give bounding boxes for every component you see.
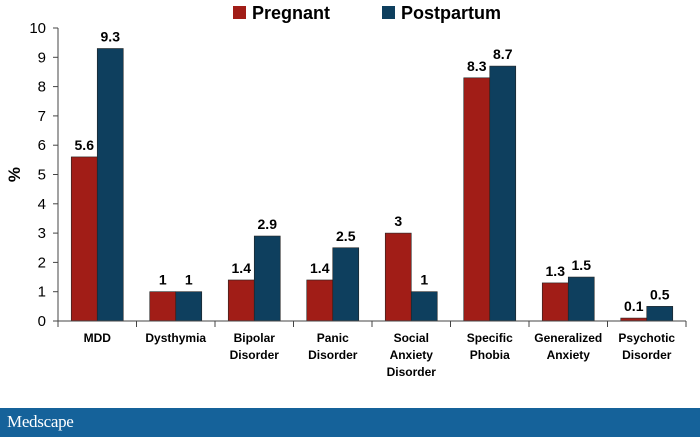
data-label-pregnant: 1 <box>159 272 167 288</box>
bar-postpartum <box>253 235 281 322</box>
data-label-pregnant: 3 <box>394 213 402 229</box>
bar-postpartum <box>410 291 438 322</box>
x-category-label: Psychotic <box>618 331 675 345</box>
y-tick-label: 1 <box>38 284 46 301</box>
bar-pregnant <box>384 232 412 322</box>
bar-postpartum <box>567 276 595 322</box>
x-category-label: Anxiety <box>547 348 591 362</box>
data-label-pregnant: 1.4 <box>310 260 330 276</box>
x-category-label: Bipolar <box>234 331 276 345</box>
data-label-postpartum: 0.5 <box>650 286 670 302</box>
y-tick-label: 9 <box>38 49 46 66</box>
data-label-pregnant: 1.3 <box>546 263 566 279</box>
x-category-label: Specific <box>467 331 513 345</box>
data-label-postpartum: 2.9 <box>258 216 278 232</box>
x-category-label: MDD <box>84 331 112 345</box>
legend-label-postpartum: Postpartum <box>401 3 501 23</box>
data-label-postpartum: 1 <box>185 272 193 288</box>
data-label-pregnant: 1.4 <box>232 260 252 276</box>
data-label-pregnant: 5.6 <box>75 137 95 153</box>
footer-bar: Medscape <box>0 408 700 437</box>
x-category-label: Disorder <box>230 348 280 362</box>
y-tick-label: 5 <box>38 167 46 184</box>
y-tick-label: 0 <box>38 313 46 330</box>
data-label-postpartum: 2.5 <box>336 228 356 244</box>
bar-chart: 0 1 2 3 4 5 6 7 8 9 10% 5.6 9.3 1 1 1.4 2.9 1.4 2.5 3 1 8.3 8.… <box>5 3 687 379</box>
y-tick-label: 10 <box>29 20 46 37</box>
y-tick-label: 3 <box>38 225 46 242</box>
y-tick-label: 7 <box>38 108 46 125</box>
data-label-pregnant: 8.3 <box>467 58 487 74</box>
x-category-label: Social <box>394 331 429 345</box>
bar-pregnant <box>227 279 255 322</box>
x-category-label: Disorder <box>387 365 437 379</box>
bar-postpartum <box>96 48 124 322</box>
x-category-label: Generalized <box>534 331 602 345</box>
legend-swatch-postpartum <box>382 6 395 19</box>
data-label-pregnant: 0.1 <box>624 298 644 314</box>
legend-label-pregnant: Pregnant <box>252 3 330 23</box>
x-category-label: Phobia <box>470 348 510 362</box>
data-label-postpartum: 9.3 <box>101 29 121 45</box>
data-label-postpartum: 8.7 <box>493 46 513 62</box>
x-category-label: Dysthymia <box>145 331 206 345</box>
x-category-label: Anxiety <box>390 348 434 362</box>
bar-pregnant <box>149 291 177 322</box>
data-label-postpartum: 1.5 <box>572 257 592 273</box>
medscape-logo: Medscape <box>7 412 74 431</box>
bar-pregnant <box>541 282 569 322</box>
bar-postpartum <box>175 291 203 322</box>
bar-postpartum <box>646 306 674 322</box>
y-tick-label: 2 <box>38 254 46 271</box>
bar-pregnant <box>463 77 491 322</box>
bar-postpartum <box>489 65 517 322</box>
data-label-postpartum: 1 <box>420 272 428 288</box>
bar-pregnant <box>70 156 98 322</box>
y-tick-label: 4 <box>38 196 46 213</box>
y-axis-label: % <box>5 167 24 182</box>
bar-pregnant <box>306 279 334 322</box>
y-tick-label: 6 <box>38 137 46 154</box>
x-category-label: Disorder <box>308 348 358 362</box>
x-category-label: Panic <box>317 331 349 345</box>
legend-swatch-pregnant <box>233 6 246 19</box>
x-category-label: Disorder <box>622 348 672 362</box>
y-tick-label: 8 <box>38 79 46 96</box>
bar-postpartum <box>332 247 360 322</box>
